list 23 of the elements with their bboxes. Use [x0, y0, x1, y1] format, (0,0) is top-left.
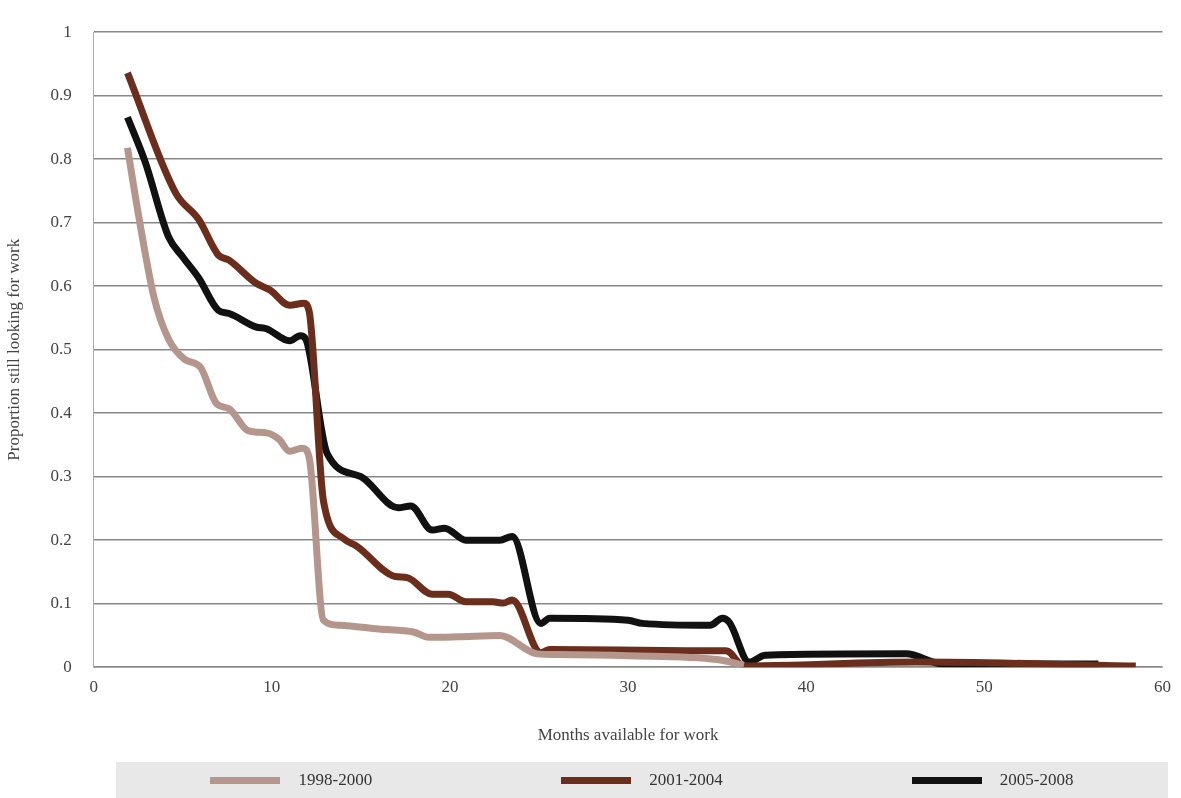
y-tick-label: 0.5: [50, 339, 72, 359]
x-tick-label: 50: [975, 676, 993, 696]
legend-label: 1998-2000: [298, 770, 373, 790]
x-tick-label: 10: [263, 676, 281, 696]
x-tick-label: 20: [441, 676, 459, 696]
y-tick-label: 0: [63, 656, 72, 676]
y-tick-label: 0.1: [50, 593, 72, 613]
y-tick-label: 0.7: [50, 212, 73, 232]
legend-label: 2005-2008: [999, 770, 1074, 790]
legend-label: 2001-2004: [649, 770, 723, 790]
y-tick-label: 0.6: [50, 275, 72, 295]
x-tick-label: 30: [619, 676, 637, 696]
y-tick-label: 0.3: [50, 466, 72, 486]
y-axis-title: Proportion still looking for work: [3, 238, 23, 461]
x-axis-title: Months available for work: [537, 725, 719, 745]
x-tick-label: 0: [89, 676, 98, 696]
y-tick-label: 0.2: [50, 529, 72, 549]
y-tick-label: 0.8: [50, 148, 72, 168]
y-tick-label: 0.4: [50, 402, 73, 422]
y-tick-label: 0.9: [50, 85, 72, 105]
x-tick-label: 60: [1154, 676, 1171, 696]
x-tick-label: 40: [797, 676, 815, 696]
y-tick-label: 1: [63, 21, 72, 41]
